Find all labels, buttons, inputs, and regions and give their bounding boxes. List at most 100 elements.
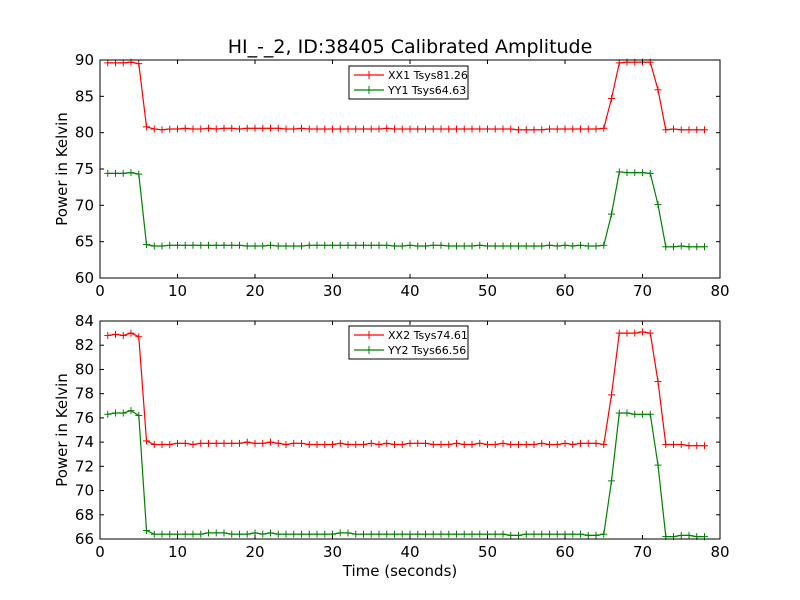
data-point	[251, 124, 259, 132]
data-point	[414, 125, 422, 133]
data-point	[437, 125, 445, 133]
y-tick-label: 85	[75, 87, 94, 105]
data-point	[321, 241, 329, 249]
data-point	[321, 530, 329, 538]
y-tick-label: 68	[75, 506, 94, 524]
x-tick-label: 20	[245, 282, 264, 300]
data-point	[398, 242, 406, 250]
data-point	[274, 242, 282, 250]
data-point	[290, 242, 298, 250]
data-point	[150, 125, 158, 133]
data-point	[484, 125, 491, 133]
data-point	[267, 529, 274, 537]
data-point	[546, 125, 553, 133]
data-point	[329, 441, 336, 449]
y-axis-label: Power in Kelvin	[53, 112, 71, 226]
x-tick-label: 20	[245, 543, 264, 561]
data-point	[112, 409, 119, 417]
data-point	[592, 439, 600, 447]
data-point	[422, 242, 429, 250]
data-point	[615, 168, 623, 176]
legend-entry: YY2 Tsys66.56	[354, 344, 466, 357]
data-point	[383, 241, 391, 249]
data-point	[553, 530, 561, 538]
data-point	[391, 242, 398, 250]
data-point	[561, 125, 569, 133]
data-point	[344, 529, 352, 537]
data-point	[259, 439, 267, 447]
data-point	[584, 439, 592, 447]
data-point	[460, 125, 468, 133]
data-point	[515, 531, 522, 539]
data-point	[119, 59, 127, 67]
data-point	[352, 241, 360, 249]
data-point	[577, 530, 584, 538]
x-tick-label: 10	[168, 282, 187, 300]
legend-entry: YY1 Tsys64.63	[354, 84, 466, 97]
data-point	[429, 241, 437, 249]
x-tick-label: 40	[400, 543, 419, 561]
data-point	[220, 439, 228, 447]
data-point	[453, 125, 460, 133]
data-point	[484, 441, 491, 449]
data-point	[468, 125, 476, 133]
data-point	[251, 242, 259, 250]
data-point	[104, 410, 112, 418]
data-point	[476, 530, 484, 538]
data-point	[445, 125, 453, 133]
data-point	[197, 241, 205, 249]
data-point	[499, 125, 507, 133]
y-tick-label: 60	[75, 269, 94, 287]
data-point	[546, 241, 553, 249]
data-point	[592, 125, 600, 133]
x-tick-label: 0	[95, 543, 105, 561]
data-point	[360, 241, 367, 249]
data-point	[344, 125, 352, 133]
data-point	[166, 441, 174, 449]
legend: XX1 Tsys81.26 YY1 Tsys64.63	[348, 65, 469, 100]
data-point	[584, 242, 592, 250]
data-point	[538, 439, 546, 447]
data-point	[623, 409, 631, 417]
data-point	[313, 125, 321, 133]
data-point	[305, 125, 313, 133]
data-point	[453, 530, 460, 538]
data-point	[267, 241, 274, 249]
data-point	[243, 438, 251, 446]
x-tick-label: 60	[555, 543, 574, 561]
data-point	[189, 125, 197, 133]
data-point	[476, 439, 484, 447]
data-point	[243, 124, 251, 132]
data-point	[305, 241, 313, 249]
data-point	[693, 126, 701, 134]
data-point	[584, 125, 592, 133]
data-point	[631, 169, 639, 177]
data-point	[398, 530, 406, 538]
data-point	[181, 124, 189, 132]
data-point	[112, 330, 119, 338]
data-point	[282, 530, 290, 538]
data-point	[460, 530, 468, 538]
data-point	[414, 530, 422, 538]
data-point	[197, 125, 205, 133]
y-tick-label: 75	[75, 160, 94, 178]
data-point	[445, 441, 453, 449]
data-point	[174, 125, 181, 133]
y-tick-label: 78	[75, 385, 94, 403]
data-point	[119, 332, 127, 340]
data-point	[166, 530, 174, 538]
data-point	[336, 125, 344, 133]
data-point	[119, 409, 127, 417]
data-point	[336, 439, 344, 447]
data-point	[561, 241, 569, 249]
data-point	[236, 530, 243, 538]
data-point	[181, 241, 189, 249]
data-point	[259, 124, 267, 132]
data-point	[468, 441, 476, 449]
data-point	[569, 242, 577, 250]
data-point	[608, 477, 615, 485]
data-point	[181, 439, 189, 447]
data-point	[375, 241, 383, 249]
data-point	[615, 409, 623, 417]
